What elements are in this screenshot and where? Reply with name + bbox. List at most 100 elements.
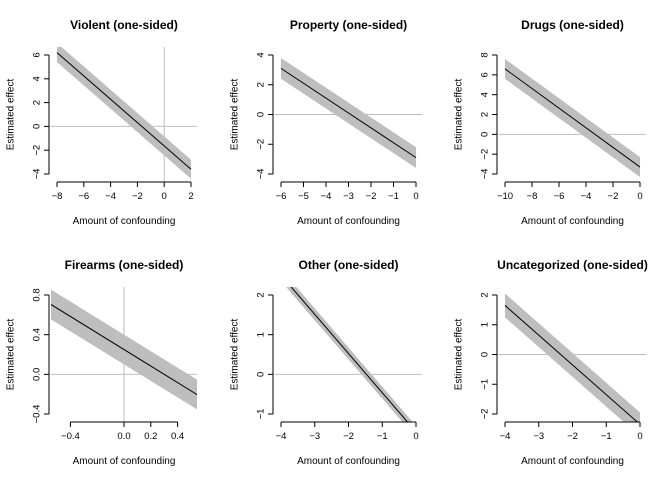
- x-tick-label: −1: [601, 431, 612, 442]
- y-tick-label: 0: [32, 124, 43, 129]
- y-tick-label: −4: [480, 169, 491, 180]
- y-tick-label: −0.4: [32, 405, 43, 424]
- y-tick-label: 0: [480, 352, 491, 357]
- x-tick-label: 0.0: [117, 431, 130, 442]
- x-tick-label: −4: [276, 431, 287, 442]
- y-tick-label: 6: [32, 52, 43, 57]
- confidence-band: [505, 293, 640, 422]
- x-tick-label: 0: [413, 191, 418, 202]
- y-tick-label: 4: [256, 52, 267, 57]
- panel-title: Property (one-sided): [290, 18, 407, 32]
- estimate-line: [56, 52, 192, 170]
- plot-area: [275, 287, 422, 422]
- x-tick-label: 0: [413, 431, 418, 442]
- y-tick-label: 0.0: [32, 368, 43, 381]
- x-tick-label: −4: [321, 191, 332, 202]
- x-tick-label: −4: [500, 431, 511, 442]
- panel-4: −4 −3 −2 −1 0 −1 0 1 2 Other (one-sided) Amount of…: [230, 258, 422, 467]
- y-axis-label: Estimated effect: [454, 79, 465, 151]
- y-axis-label: Estimated effect: [6, 319, 17, 391]
- x-tick-label: −5: [298, 191, 309, 202]
- x-tick-label: −10: [497, 191, 513, 202]
- panel-title: Uncategorized (one-sided): [497, 258, 648, 272]
- y-tick-label: 0: [256, 372, 267, 377]
- plot-area: [499, 58, 646, 177]
- y-tick-label: −4: [256, 169, 267, 180]
- x-tick-label: 2: [188, 191, 193, 202]
- x-axis-label: Amount of confounding: [521, 456, 624, 467]
- panel-title: Violent (one-sided): [70, 18, 178, 32]
- x-tick-label: −4: [105, 191, 116, 202]
- y-tick-label: 2: [480, 292, 491, 297]
- x-tick-label: 0: [637, 431, 642, 442]
- y-tick-label: 1: [256, 332, 267, 337]
- x-axis-label: Amount of confounding: [521, 216, 624, 227]
- x-tick-label: −6: [78, 191, 89, 202]
- y-tick-label: 8: [480, 52, 491, 57]
- x-axis-label: Amount of confounding: [73, 456, 176, 467]
- panel-title: Other (one-sided): [298, 258, 398, 272]
- y-tick-label: 6: [480, 72, 491, 77]
- x-axis-label: Amount of confounding: [297, 216, 400, 227]
- x-tick-label: 0: [637, 191, 642, 202]
- x-axis-label: Amount of confounding: [297, 456, 400, 467]
- y-axis-label: Estimated effect: [230, 319, 241, 391]
- y-tick-label: 0: [256, 112, 267, 117]
- panel-3: −0.4 0.0 0.2 0.4 −0.4 0.0 0.4 0.8 Firearms (one-…: [6, 258, 197, 467]
- y-tick-label: −2: [256, 139, 267, 150]
- y-tick-label: 4: [480, 92, 491, 97]
- x-tick-label: 0: [162, 191, 167, 202]
- estimate-line: [51, 303, 197, 396]
- plot-area: [499, 293, 646, 422]
- x-tick-label: 0.4: [171, 431, 184, 442]
- plot-area: [51, 47, 197, 182]
- y-tick-label: 2: [256, 292, 267, 297]
- x-tick-label: −4: [581, 191, 592, 202]
- panel-title: Firearms (one-sided): [65, 258, 184, 272]
- y-tick-label: −1: [256, 409, 267, 420]
- y-tick-label: 4: [32, 76, 43, 81]
- panel-0: −8 −6 −4 −2 0 2 −4 −2 0 2 4 6 Violent (one-sided) Amo…: [6, 18, 197, 227]
- estimate-line: [504, 68, 641, 168]
- y-tick-label: 0.4: [32, 328, 43, 341]
- y-tick-label: 0: [480, 132, 491, 137]
- x-tick-label: −3: [309, 431, 320, 442]
- y-axis-label: Estimated effect: [454, 319, 465, 391]
- x-tick-label: −6: [276, 191, 287, 202]
- x-tick-label: −6: [554, 191, 565, 202]
- panel-2: −10 −8 −6 −4 −2 0 −4 −2 0 2 4 6 8 Drugs (one-sided) Am…: [454, 18, 646, 227]
- y-tick-label: −1: [480, 379, 491, 390]
- x-axis-label: Amount of confounding: [73, 216, 176, 227]
- y-axis-label: Estimated effect: [6, 79, 17, 151]
- estimate-line: [280, 67, 417, 159]
- x-tick-label: −0.4: [61, 431, 80, 442]
- x-tick-label: −2: [567, 431, 578, 442]
- x-tick-label: −8: [52, 191, 63, 202]
- estimate-line: [504, 305, 639, 422]
- x-tick-label: −1: [388, 191, 399, 202]
- estimate-line: [290, 287, 409, 422]
- y-tick-label: −2: [480, 409, 491, 420]
- y-axis-label: Estimated effect: [230, 79, 241, 151]
- y-tick-label: −4: [32, 169, 43, 180]
- confidence-band: [57, 47, 191, 179]
- x-tick-label: −2: [132, 191, 143, 202]
- panel-title: Drugs (one-sided): [521, 18, 624, 32]
- x-tick-label: −2: [343, 431, 354, 442]
- x-tick-label: 0.2: [144, 431, 157, 442]
- panel-5: −4 −3 −2 −1 0 −2 −1 0 1 2 Uncategorized (one-sided…: [454, 258, 648, 467]
- y-tick-label: −2: [32, 145, 43, 156]
- plot-area: [275, 57, 422, 169]
- plot-area: [51, 287, 197, 422]
- y-tick-label: 0.8: [32, 288, 43, 301]
- x-tick-label: −3: [533, 431, 544, 442]
- y-tick-label: 2: [480, 112, 491, 117]
- x-tick-label: −3: [343, 191, 354, 202]
- x-tick-label: −2: [366, 191, 377, 202]
- x-tick-label: −8: [527, 191, 538, 202]
- y-tick-label: −2: [480, 149, 491, 160]
- y-tick-label: 2: [32, 100, 43, 105]
- y-tick-label: 1: [480, 322, 491, 327]
- x-tick-label: −1: [377, 431, 388, 442]
